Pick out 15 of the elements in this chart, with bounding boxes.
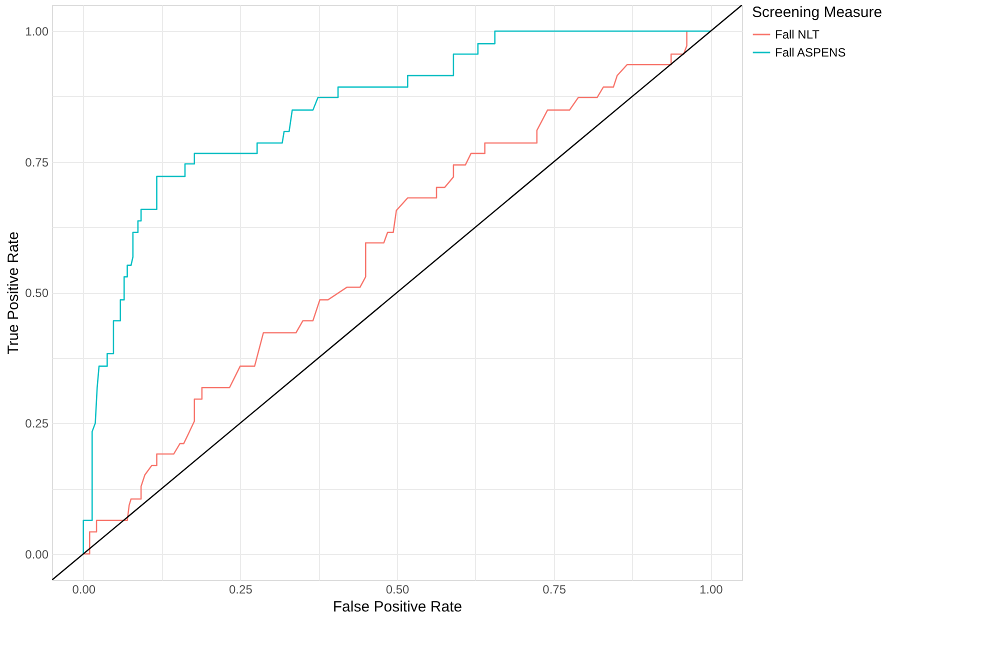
- x-axis-title: False Positive Rate: [332, 598, 462, 616]
- x-tick-label: 1.00: [699, 582, 724, 596]
- y-tick-label: 0.00: [25, 547, 49, 562]
- y-tick-label: 1.00: [25, 24, 49, 39]
- legend-title: Screening Measure: [752, 4, 882, 21]
- x-tick-label: 0.00: [72, 582, 96, 596]
- y-tick-label: 0.75: [25, 155, 49, 170]
- y-axis-title: True Positive Rate: [5, 232, 22, 354]
- y-tick-label: 0.25: [25, 416, 49, 431]
- legend-label: Fall NLT: [775, 28, 820, 42]
- x-tick-label: 0.50: [386, 582, 410, 596]
- y-tick-label: 0.50: [25, 286, 49, 300]
- x-tick-label: 0.75: [542, 582, 566, 596]
- legend-label: Fall ASPENS: [775, 46, 846, 60]
- x-tick-label: 0.25: [229, 582, 253, 596]
